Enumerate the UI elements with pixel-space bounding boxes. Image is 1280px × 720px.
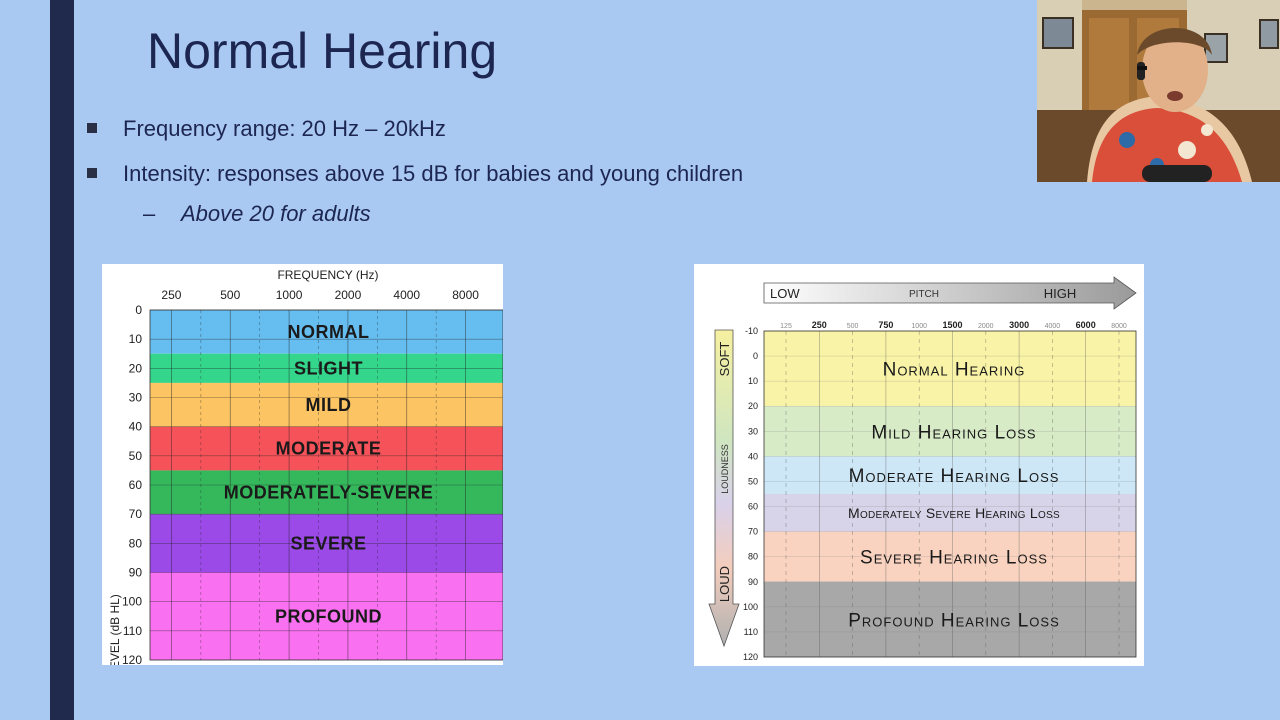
bullet-intensity: Intensity: responses above 15 dB for bab… xyxy=(87,161,743,187)
ytick-right-12: 110 xyxy=(744,627,758,637)
ytick-left-0: 0 xyxy=(135,303,142,317)
ytick-right-2: 10 xyxy=(748,376,758,386)
ytick-left-11: 110 xyxy=(123,624,142,638)
sub-bullet-adults: – Above 20 for adults xyxy=(143,201,371,227)
ytick-left-1: 10 xyxy=(129,332,143,346)
band-right-label-1: Mild Hearing Loss xyxy=(871,422,1036,443)
xtick-right-1: 250 xyxy=(812,320,827,330)
ytick-right-10: 90 xyxy=(748,577,758,587)
audiogram-chart-left: FREQUENCY (Hz) 250 500 1000 2000 4000 8000 0 1… xyxy=(102,264,503,665)
band-right-label-3: Moderately Severe Hearing Loss xyxy=(848,505,1060,521)
band-left-label-2: MILD xyxy=(306,395,352,415)
sub-bullet-dash: – xyxy=(143,201,181,227)
xtick-right-10: 8000 xyxy=(1111,323,1127,330)
loudness-loud-label: LOUD xyxy=(717,566,732,602)
ytick-right-8: 70 xyxy=(748,527,758,537)
band-right-label-2: Moderate Hearing Loss xyxy=(849,466,1060,487)
xtick-left-1: 500 xyxy=(220,288,240,302)
xtick-right-4: 1000 xyxy=(911,323,927,330)
slide-title: Normal Hearing xyxy=(147,22,497,80)
ytick-left-3: 30 xyxy=(129,391,143,405)
bullet-frequency: Frequency range: 20 Hz – 20kHz xyxy=(87,116,446,142)
ytick-left-2: 20 xyxy=(129,361,143,375)
ytick-right-11: 100 xyxy=(743,602,758,612)
band-left-label-4: MODERATELY-SEVERE xyxy=(224,482,434,502)
xtick-left-5: 8000 xyxy=(452,288,479,302)
chart-left-title: FREQUENCY (Hz) xyxy=(277,268,378,282)
band-left-label-1: SLIGHT xyxy=(294,358,363,378)
bullet-square-icon xyxy=(87,123,97,133)
presenter-webcam xyxy=(1037,0,1280,182)
bullet-text: Intensity: responses above 15 dB for bab… xyxy=(123,161,743,186)
xtick-right-3: 750 xyxy=(878,320,893,330)
bullet-text: Frequency range: 20 Hz – 20kHz xyxy=(123,116,446,141)
ytick-left-5: 50 xyxy=(129,449,143,463)
ytick-left-6: 60 xyxy=(129,478,143,492)
xtick-left-0: 250 xyxy=(161,288,181,302)
ytick-right-13: 120 xyxy=(743,652,758,662)
xtick-right-7: 3000 xyxy=(1009,320,1029,330)
loudness-soft-label: SOFT xyxy=(717,342,732,377)
band-left-label-0: NORMAL xyxy=(288,322,370,342)
sub-bullet-text: Above 20 for adults xyxy=(181,201,371,226)
chart-left-ylabel: HEARING LEVEL (dB HL) xyxy=(108,594,122,665)
pitch-low-label: LOW xyxy=(770,286,800,301)
ytick-left-12: 120 xyxy=(122,653,142,665)
xtick-left-3: 2000 xyxy=(335,288,362,302)
ytick-right-4: 30 xyxy=(748,426,758,436)
ytick-right-9: 80 xyxy=(748,552,758,562)
audiogram-right-svg: LOW PITCH HIGH SOFT LOUDNESS LOUD 125 250… xyxy=(694,264,1144,666)
xtick-right-8: 4000 xyxy=(1045,323,1061,330)
ytick-left-8: 80 xyxy=(129,536,143,550)
band-right-label-0: Normal Hearing xyxy=(883,360,1026,381)
ytick-right-0: -10 xyxy=(745,326,758,336)
ytick-right-5: 40 xyxy=(748,451,758,461)
ytick-left-4: 40 xyxy=(129,420,143,434)
band-right-label-5: Profound Hearing Loss xyxy=(848,610,1060,631)
presenter-video-icon xyxy=(1037,0,1280,182)
xtick-right-0: 125 xyxy=(780,323,792,330)
xtick-right-6: 2000 xyxy=(978,323,994,330)
ytick-right-6: 50 xyxy=(748,476,758,486)
chart-left-ylabel-text: HEARING LEVEL (dB HL) xyxy=(108,594,122,665)
band-right-label-4: Severe Hearing Loss xyxy=(860,548,1048,569)
xtick-right-9: 6000 xyxy=(1076,320,1096,330)
ytick-right-3: 20 xyxy=(748,401,758,411)
ytick-right-1: 0 xyxy=(753,351,758,361)
ytick-right-7: 60 xyxy=(748,502,758,512)
bullet-square-icon xyxy=(87,168,97,178)
pitch-high-label: HIGH xyxy=(1044,286,1077,301)
xtick-left-4: 4000 xyxy=(393,288,420,302)
xtick-right-5: 1500 xyxy=(942,320,962,330)
ytick-left-10: 100 xyxy=(122,595,142,609)
audiogram-chart-right: LOW PITCH HIGH SOFT LOUDNESS LOUD 125 250… xyxy=(694,264,1144,666)
xtick-left-2: 1000 xyxy=(276,288,303,302)
sidebar-accent xyxy=(50,0,74,720)
pitch-label: PITCH xyxy=(909,289,939,300)
band-left-label-5: SEVERE xyxy=(290,533,366,553)
band-left-label-3: MODERATE xyxy=(276,439,382,459)
audiogram-left-svg: FREQUENCY (Hz) 250 500 1000 2000 4000 8000 0 1… xyxy=(102,264,503,665)
pitch-arrow xyxy=(764,277,1136,309)
band-left-label-6: PROFOUND xyxy=(275,606,382,626)
ytick-left-9: 90 xyxy=(129,566,143,580)
ytick-left-7: 70 xyxy=(129,507,143,521)
xtick-right-2: 500 xyxy=(847,323,859,330)
loudness-label: LOUDNESS xyxy=(720,444,730,494)
